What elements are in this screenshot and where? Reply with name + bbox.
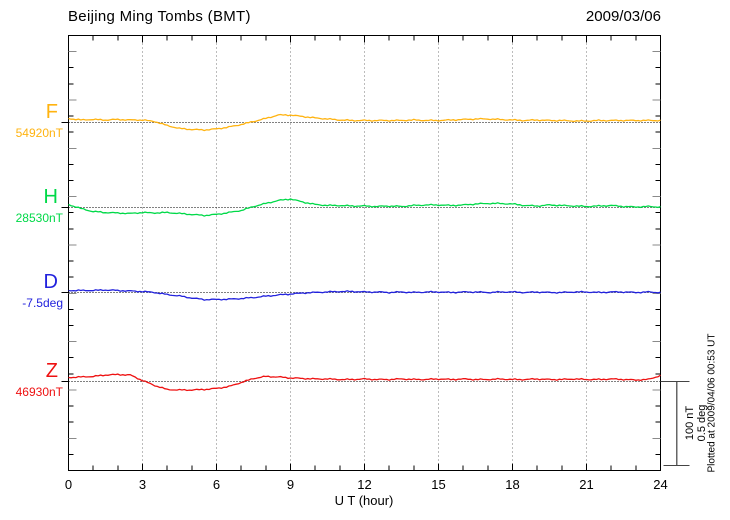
scale-bar-label: 100 nT 0.5 deg — [684, 381, 708, 465]
channel-baseline-z: 46930nT — [15, 385, 63, 399]
svg-text:3: 3 — [139, 477, 146, 492]
page-title: Beijing Ming Tombs (BMT) — [68, 8, 251, 25]
channel-label-z: Z — [45, 360, 58, 382]
svg-text:18: 18 — [505, 477, 519, 492]
svg-text:21: 21 — [579, 477, 593, 492]
channel-label-f: F — [45, 101, 58, 123]
svg-text:24: 24 — [653, 477, 667, 492]
svg-text:12: 12 — [357, 477, 371, 492]
svg-text:0: 0 — [65, 477, 72, 492]
date-label: 2009/03/06 — [585, 8, 661, 25]
plotted-at-label: Plotted at 2009/04/06 00:53 UT — [706, 333, 718, 473]
svg-text:15: 15 — [431, 477, 445, 492]
channel-baseline-d: -7.5deg — [22, 296, 63, 310]
channel-label-h: H — [43, 186, 58, 208]
svg-text:9: 9 — [287, 477, 294, 492]
channel-baseline-f: 54920nT — [15, 126, 63, 140]
svg-text:6: 6 — [213, 477, 220, 492]
channel-label-d: D — [43, 271, 58, 293]
scale-bar-nt-label: 100 nT — [684, 405, 696, 441]
x-axis-label: U T (hour) — [334, 493, 394, 508]
channel-baseline-h: 28530nT — [15, 211, 63, 225]
